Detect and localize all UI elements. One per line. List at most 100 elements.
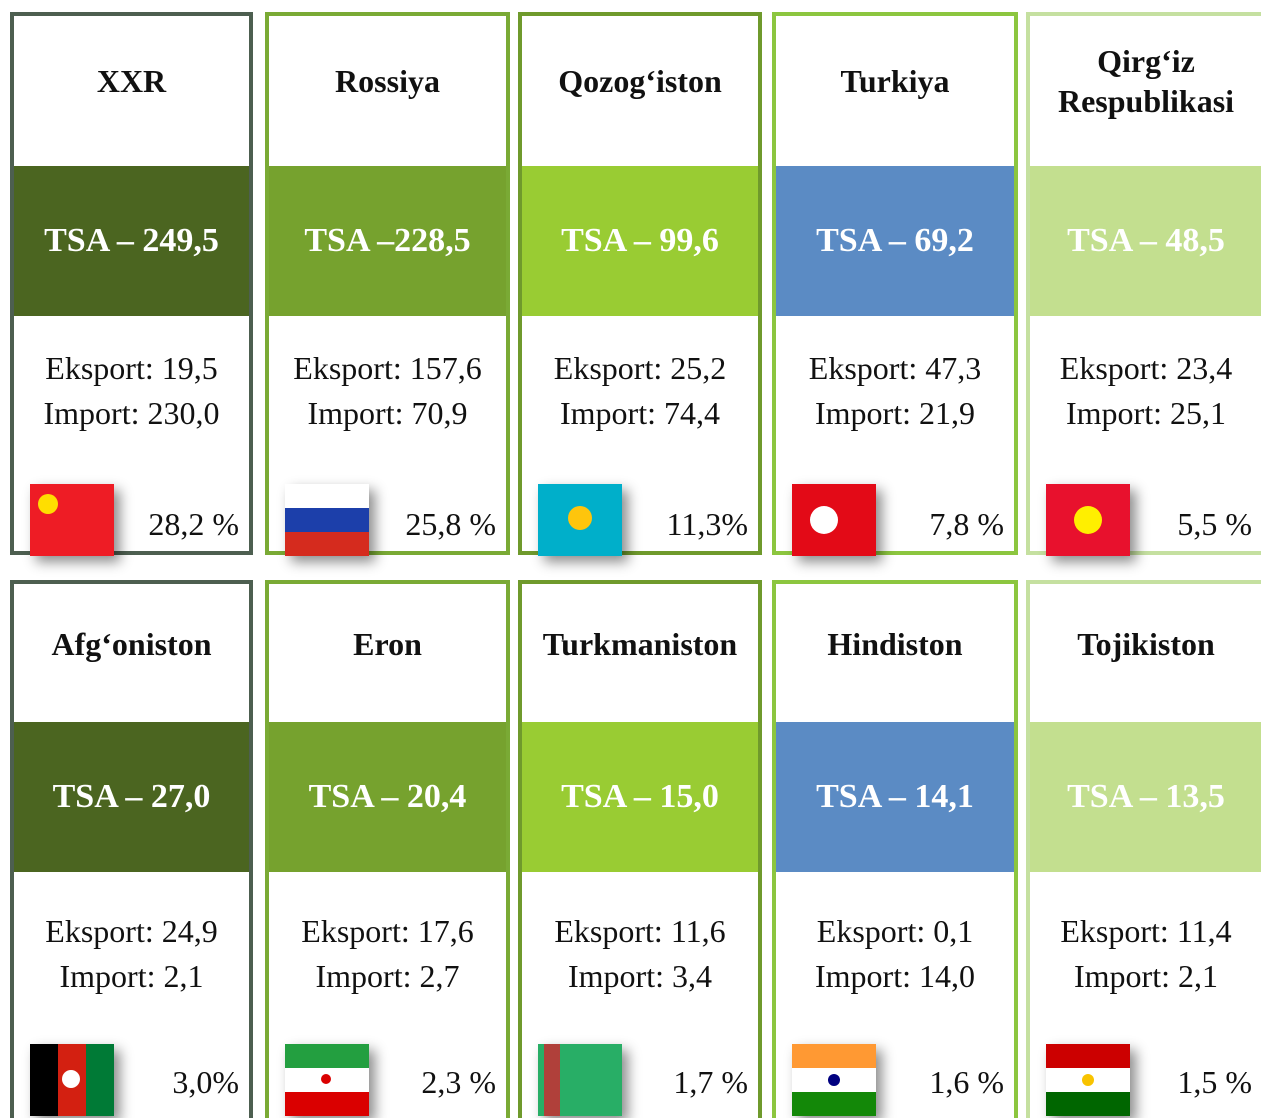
flag bbox=[285, 1044, 369, 1116]
flag bbox=[1046, 484, 1130, 556]
share-percent: 11,3% bbox=[666, 506, 748, 542]
import-value: Import: 2,7 bbox=[315, 958, 460, 994]
flag bbox=[792, 1044, 876, 1116]
share-percent: 28,2 % bbox=[148, 506, 239, 542]
tsa-band: TSA – 13,5 bbox=[1030, 722, 1261, 872]
share-percent: 1,5 % bbox=[1177, 1064, 1252, 1100]
export-value: Eksport: 11,6 bbox=[554, 913, 726, 949]
flag-emblem bbox=[38, 494, 58, 514]
country-card: Qirg‘iz Respublikasi TSA – 48,5 Eksport: 2… bbox=[1026, 12, 1261, 556]
trade-figures: Eksport: 24,9 Import: 2,1 bbox=[14, 909, 249, 999]
share-percent: 1,7 % bbox=[673, 1064, 748, 1100]
flag bbox=[538, 484, 622, 556]
flag-stripe bbox=[285, 484, 369, 508]
trade-figures: Eksport: 19,5 Import: 230,0 bbox=[14, 346, 249, 436]
flag bbox=[792, 484, 876, 556]
import-value: Import: 21,9 bbox=[815, 395, 975, 431]
flag-stripe bbox=[1046, 1044, 1130, 1068]
country-name: Rossiya bbox=[335, 63, 440, 99]
tsa-band: TSA – 15,0 bbox=[522, 722, 758, 872]
country-name: Qirg‘iz Respublikasi bbox=[1057, 43, 1235, 119]
country-card: Turkiya TSA – 69,2 Eksport: 47,3 Import: 21… bbox=[772, 12, 1018, 556]
export-value: Eksport: 17,6 bbox=[301, 913, 474, 949]
flag-emblem bbox=[828, 1074, 840, 1086]
flag-emblem bbox=[1074, 506, 1102, 534]
export-value: Eksport: 157,6 bbox=[293, 350, 482, 386]
tsa-band: TSA –228,5 bbox=[269, 166, 506, 316]
country-card: Rossiya TSA –228,5 Eksport: 157,6 Import: 7… bbox=[265, 12, 510, 556]
country-name: Eron bbox=[353, 626, 422, 662]
flag-emblem bbox=[1082, 1074, 1094, 1086]
country-card: Qozog‘iston TSA – 99,6 Eksport: 25,2 Import… bbox=[518, 12, 762, 556]
country-card: Turkmaniston TSA – 15,0 Eksport: 11,6 Impor… bbox=[518, 580, 762, 1118]
share-percent: 5,5 % bbox=[1177, 506, 1252, 542]
import-value: Import: 230,0 bbox=[43, 395, 220, 431]
trade-figures: Eksport: 23,4 Import: 25,1 bbox=[1030, 346, 1261, 436]
flag-stripe bbox=[86, 1044, 114, 1116]
export-value: Eksport: 0,1 bbox=[816, 913, 974, 949]
trade-figures: Eksport: 0,1 Import: 14,0 bbox=[776, 909, 1014, 999]
country-name: Turkmaniston bbox=[542, 626, 738, 662]
country-card: Hindiston TSA – 14,1 Eksport: 0,1 Import: 1… bbox=[772, 580, 1018, 1118]
share-percent: 3,0% bbox=[172, 1064, 239, 1100]
country-name: Qozog‘iston bbox=[558, 63, 722, 99]
tsa-band: TSA – 48,5 bbox=[1030, 166, 1261, 316]
flag-stripe bbox=[30, 1044, 58, 1116]
country-card: XXR TSA – 249,5 Eksport: 19,5 Import: 230,0… bbox=[10, 12, 253, 556]
export-value: Eksport: 23,4 bbox=[1059, 350, 1233, 386]
export-value: Eksport: 19,5 bbox=[45, 350, 218, 386]
flag-stripe bbox=[792, 1044, 876, 1068]
import-value: Import: 25,1 bbox=[1066, 395, 1226, 431]
import-value: Import: 2,1 bbox=[59, 958, 204, 994]
trade-figures: Eksport: 157,6 Import: 70,9 bbox=[269, 346, 506, 436]
flag-emblem bbox=[544, 1044, 560, 1116]
flag bbox=[30, 1044, 114, 1116]
import-value: Import: 3,4 bbox=[568, 958, 712, 994]
flag-stripe bbox=[285, 508, 369, 532]
tsa-band: TSA – 249,5 bbox=[14, 166, 249, 316]
country-name: Afg‘oniston bbox=[51, 626, 212, 662]
country-card: Eron TSA – 20,4 Eksport: 17,6 Import: 2,7 2,… bbox=[265, 580, 510, 1118]
flag-stripe bbox=[285, 1044, 369, 1068]
tsa-band: TSA – 20,4 bbox=[269, 722, 506, 872]
trade-figures: Eksport: 17,6 Import: 2,7 bbox=[269, 909, 506, 999]
flag-emblem bbox=[810, 506, 838, 534]
export-value: Eksport: 25,2 bbox=[553, 350, 727, 386]
trade-figures: Eksport: 25,2 Import: 74,4 bbox=[522, 346, 758, 436]
import-value: Import: 74,4 bbox=[560, 395, 720, 431]
flag bbox=[1046, 1044, 1130, 1116]
share-percent: 7,8 % bbox=[929, 506, 1004, 542]
export-value: Eksport: 47,3 bbox=[808, 350, 982, 386]
trade-figures: Eksport: 11,6 Import: 3,4 bbox=[522, 909, 758, 999]
country-card: Afg‘oniston TSA – 27,0 Eksport: 24,9 Import… bbox=[10, 580, 253, 1118]
tsa-band: TSA – 14,1 bbox=[776, 722, 1014, 872]
country-name: Turkiya bbox=[840, 63, 950, 99]
flag-stripe bbox=[285, 532, 369, 556]
flag-stripe bbox=[1046, 1092, 1130, 1116]
flag-emblem bbox=[568, 506, 592, 530]
trade-figures: Eksport: 11,4 Import: 2,1 bbox=[1030, 909, 1261, 999]
export-value: Eksport: 11,4 bbox=[1060, 913, 1232, 949]
flag bbox=[285, 484, 369, 556]
flag-emblem bbox=[321, 1074, 331, 1084]
tsa-band: TSA – 69,2 bbox=[776, 166, 1014, 316]
import-value: Import: 2,1 bbox=[1074, 958, 1218, 994]
flag-stripe bbox=[792, 1092, 876, 1116]
country-name: Hindiston bbox=[827, 626, 963, 662]
tsa-band: TSA – 27,0 bbox=[14, 722, 249, 872]
export-value: Eksport: 24,9 bbox=[45, 913, 218, 949]
flag bbox=[30, 484, 114, 556]
share-percent: 25,8 % bbox=[405, 506, 496, 542]
flag bbox=[538, 1044, 622, 1116]
country-name: Tojikiston bbox=[1077, 626, 1215, 662]
country-card: Tojikiston TSA – 13,5 Eksport: 11,4 Import:… bbox=[1026, 580, 1261, 1118]
import-value: Import: 14,0 bbox=[815, 958, 975, 994]
share-percent: 2,3 % bbox=[421, 1064, 496, 1100]
import-value: Import: 70,9 bbox=[307, 395, 468, 431]
flag-emblem bbox=[62, 1070, 80, 1088]
tsa-band: TSA – 99,6 bbox=[522, 166, 758, 316]
flag-stripe bbox=[285, 1092, 369, 1116]
trade-figures: Eksport: 47,3 Import: 21,9 bbox=[776, 346, 1014, 436]
country-name: XXR bbox=[96, 63, 167, 99]
